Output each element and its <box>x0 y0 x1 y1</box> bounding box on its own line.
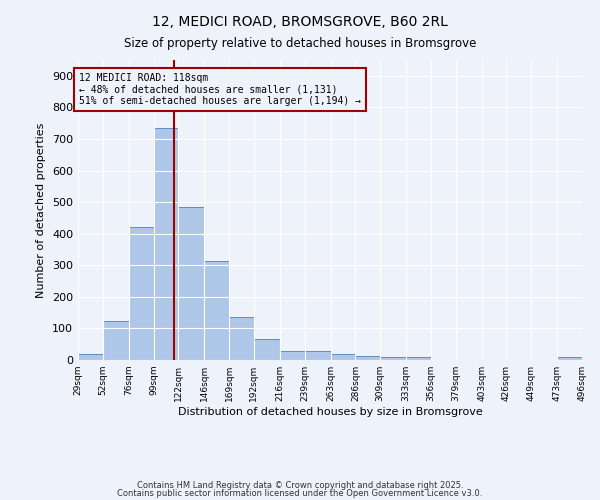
Bar <box>254 338 280 360</box>
Text: Contains public sector information licensed under the Open Government Licence v3: Contains public sector information licen… <box>118 489 482 498</box>
Bar <box>78 354 103 360</box>
Bar <box>557 358 582 360</box>
Bar <box>154 128 178 360</box>
Bar <box>229 318 254 360</box>
Text: Contains HM Land Registry data © Crown copyright and database right 2025.: Contains HM Land Registry data © Crown c… <box>137 480 463 490</box>
Bar <box>204 260 229 360</box>
Y-axis label: Number of detached properties: Number of detached properties <box>37 122 46 298</box>
Bar <box>331 354 355 360</box>
Bar <box>305 350 331 360</box>
Text: Size of property relative to detached houses in Bromsgrove: Size of property relative to detached ho… <box>124 38 476 51</box>
Bar <box>178 207 204 360</box>
Bar <box>129 228 154 360</box>
Text: 12 MEDICI ROAD: 118sqm
← 48% of detached houses are smaller (1,131)
51% of semi-: 12 MEDICI ROAD: 118sqm ← 48% of detached… <box>79 72 361 106</box>
Bar <box>406 357 431 360</box>
Bar <box>380 358 406 360</box>
X-axis label: Distribution of detached houses by size in Bromsgrove: Distribution of detached houses by size … <box>178 407 482 417</box>
Text: 12, MEDICI ROAD, BROMSGROVE, B60 2RL: 12, MEDICI ROAD, BROMSGROVE, B60 2RL <box>152 15 448 29</box>
Bar <box>280 350 305 360</box>
Bar <box>103 320 129 360</box>
Bar <box>355 356 380 360</box>
